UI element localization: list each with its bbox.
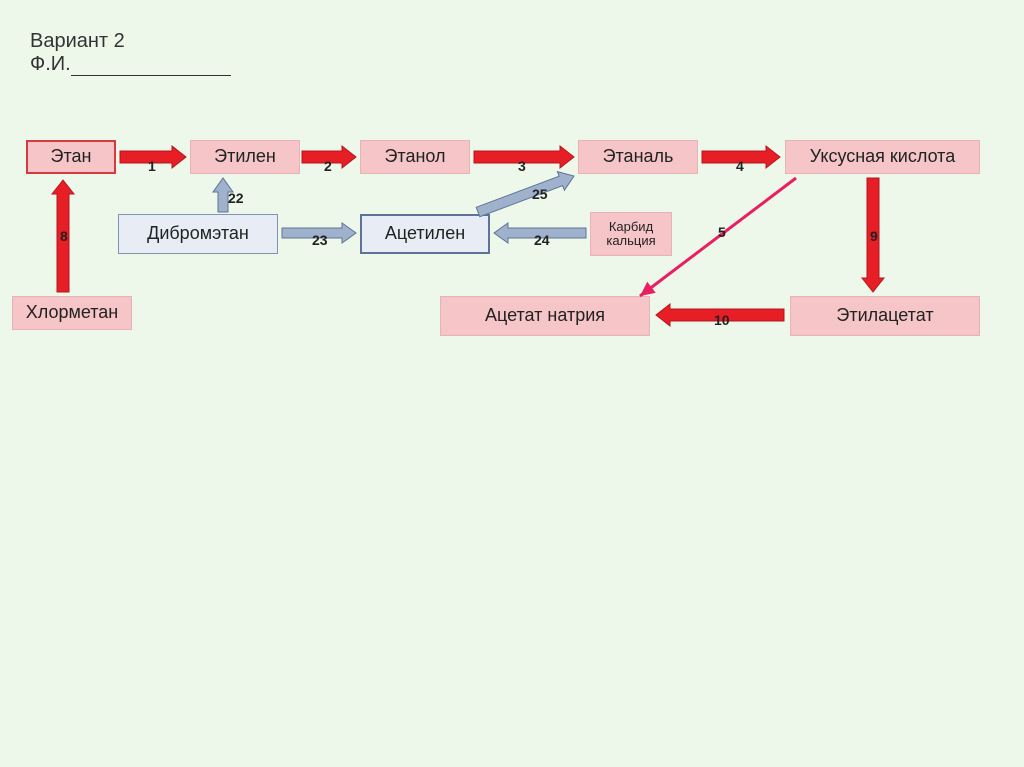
arrow-label-a22: 22	[228, 190, 244, 206]
name-underline	[71, 75, 231, 76]
variant-title: Вариант 2	[30, 30, 231, 53]
node-etanol: Этанол	[360, 140, 470, 174]
node-etilacetat: Этилацетат	[790, 296, 980, 336]
arrow-label-a3: 3	[518, 158, 526, 174]
node-etanal: Этаналь	[578, 140, 698, 174]
node-dibrometan: Дибромэтан	[118, 214, 278, 254]
arrow-label-a2: 2	[324, 158, 332, 174]
node-chlormetan: Хлорметан	[12, 296, 132, 330]
arrow-label-a5: 5	[718, 224, 726, 240]
arrow-label-a23: 23	[312, 232, 328, 248]
node-carbide: Карбид кальция	[590, 212, 672, 256]
arrows-layer	[0, 0, 1024, 767]
arrow-label-a4: 4	[736, 158, 744, 174]
node-etan: Этан	[26, 140, 116, 174]
arrow-label-a25: 25	[532, 186, 548, 202]
arrow-label-a9: 9	[870, 228, 878, 244]
node-etilen: Этилен	[190, 140, 300, 174]
name-line: Ф.И.	[30, 53, 231, 76]
arrow-a25	[476, 172, 574, 217]
arrow-label-a1: 1	[148, 158, 156, 174]
arrow-label-a8: 8	[60, 228, 68, 244]
header: Вариант 2 Ф.И.	[30, 30, 231, 76]
arrow-label-a10: 10	[714, 312, 730, 328]
node-acid: Уксусная кислота	[785, 140, 980, 174]
node-acetate: Ацетат натрия	[440, 296, 650, 336]
node-acetylene: Ацетилен	[360, 214, 490, 254]
diagram-canvas: Вариант 2 Ф.И. Этан Этилен Этанол Этаналь Ук…	[0, 0, 1024, 767]
arrow-label-a24: 24	[534, 232, 550, 248]
name-label: Ф.И.	[30, 53, 71, 75]
